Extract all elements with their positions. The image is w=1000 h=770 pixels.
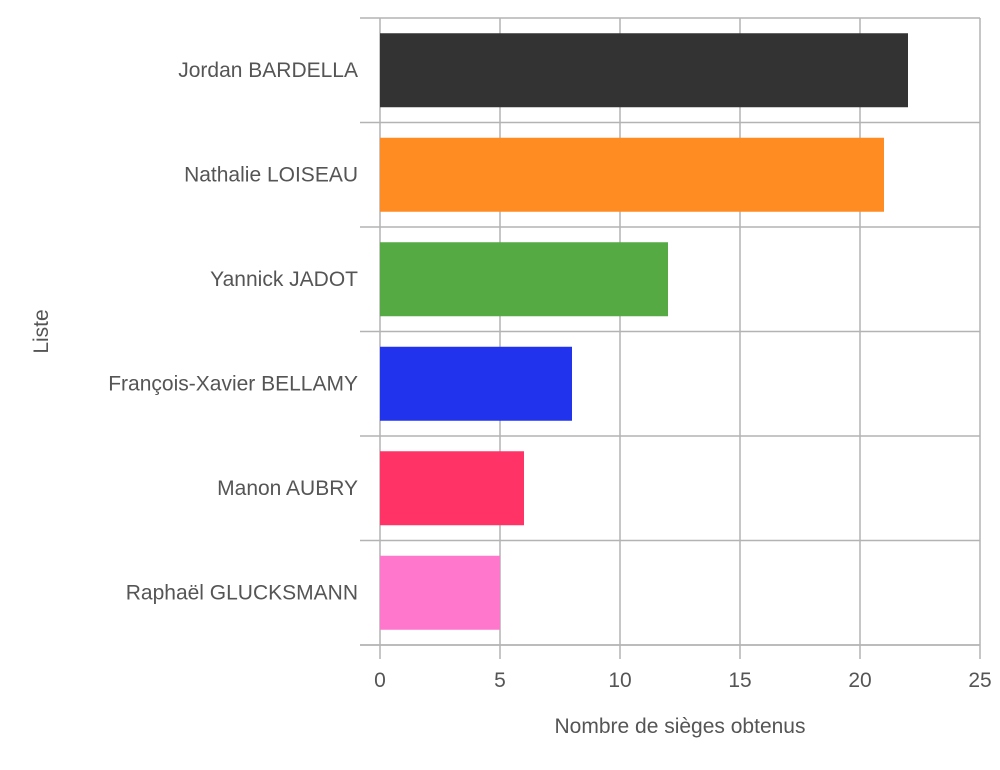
x-tick-label: 15 [728, 669, 751, 692]
x-tick-label: 25 [968, 669, 991, 692]
x-tick-label: 10 [608, 669, 631, 692]
x-axis-title: Nombre de sièges obtenus [555, 715, 806, 738]
category-label: Raphaël GLUCKSMANN [126, 581, 358, 604]
bar [380, 451, 524, 526]
category-label: François-Xavier BELLAMY [108, 372, 358, 395]
bar [380, 137, 884, 212]
bars [380, 33, 908, 630]
bar [380, 242, 668, 317]
category-label: Jordan BARDELLA [178, 59, 358, 82]
bar [380, 555, 500, 630]
category-label: Nathalie LOISEAU [184, 163, 358, 186]
category-labels: Jordan BARDELLA Nathalie LOISEAU Yannick J… [108, 59, 358, 605]
grid-lines [360, 17, 981, 659]
x-tick-label: 0 [374, 669, 386, 692]
y-axis-title: Liste [30, 309, 53, 353]
x-tick-label: 20 [848, 669, 871, 692]
x-tick-label: 5 [494, 669, 506, 692]
bar [380, 346, 572, 421]
category-label: Manon AUBRY [217, 477, 358, 500]
bar [380, 33, 908, 108]
category-label: Yannick JADOT [210, 268, 358, 291]
x-tick-labels: 0 5 10 15 20 25 [374, 669, 992, 692]
